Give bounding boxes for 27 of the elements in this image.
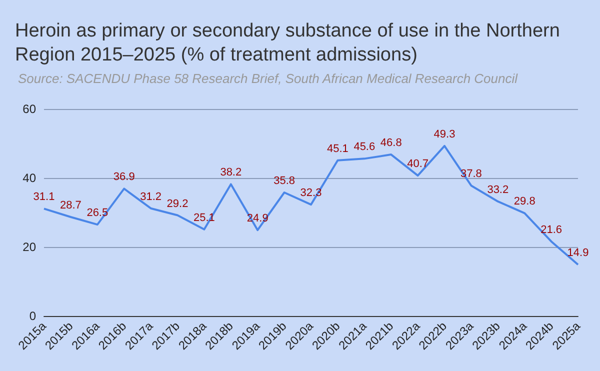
data-label: 46.8	[380, 137, 402, 150]
data-label: 32.3	[300, 187, 322, 200]
chart-title: Heroin as primary or secondary substance of use in the Northern Region 2015–2025 (% of treatment admissions)	[15, 20, 566, 66]
data-label: 24.9	[246, 212, 268, 225]
data-label: 37.8	[460, 168, 482, 180]
data-label: 36.9	[113, 171, 135, 184]
y-tick-label: 0	[29, 309, 36, 323]
data-label: 35.8	[274, 174, 296, 187]
y-tick-label: 40	[22, 171, 36, 185]
y-tick-label: 20	[22, 240, 36, 254]
data-label: 45.6	[354, 141, 376, 154]
data-label: 49.3	[434, 128, 456, 140]
data-label: 25.1	[193, 212, 215, 224]
data-label: 26.5	[86, 207, 108, 220]
data-label: 29.8	[514, 196, 536, 208]
y-tick-label: 60	[22, 102, 36, 116]
data-label: 33.2	[487, 184, 509, 196]
source-note: Source: SACENDU Phase 58 Research Brief, South African Medical Research Council	[18, 71, 519, 86]
data-label: 40.7	[407, 158, 429, 170]
data-label: 28.7	[60, 199, 82, 212]
data-label: 29.2	[166, 198, 188, 210]
data-label: 45.1	[326, 142, 348, 155]
data-label: 31.1	[33, 191, 55, 204]
data-label: 14.9	[567, 247, 589, 260]
data-label: 38.2	[220, 166, 242, 179]
data-label: 21.6	[540, 224, 562, 236]
data-label: 31.2	[140, 190, 162, 203]
